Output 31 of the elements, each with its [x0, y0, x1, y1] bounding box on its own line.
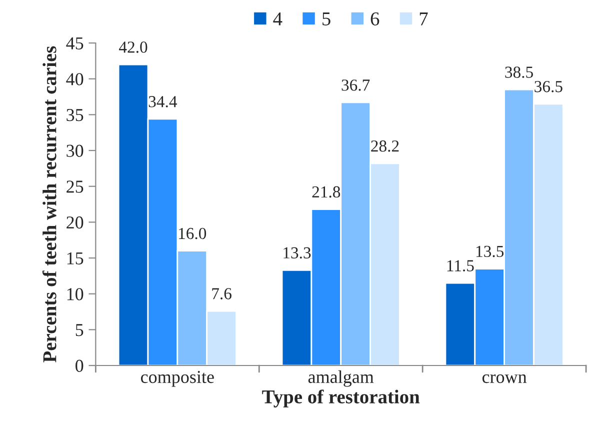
x-axis-title: Type of restoration [262, 390, 420, 408]
y-tick-label: 35 [66, 108, 84, 122]
data-label: 16.0 [179, 228, 206, 240]
y-tick-label: 5 [76, 324, 84, 336]
x-tick-label: crown [482, 374, 527, 384]
data-label: 34.4 [148, 96, 178, 108]
data-label: 21.8 [312, 186, 340, 198]
data-label: 11.5 [447, 260, 474, 272]
data-label: 7.6 [212, 288, 232, 300]
legend-label: 4 [273, 12, 282, 26]
legend-label: 5 [322, 12, 330, 26]
data-label: 13.5 [476, 246, 504, 258]
y-tick-label: 15 [67, 252, 84, 264]
data-label: 42.0 [119, 42, 148, 53]
y-tick-label: 45 [66, 37, 84, 50]
legend-label: 6 [370, 12, 380, 26]
data-label: 36.5 [534, 80, 562, 92]
data-label: 38.5 [505, 66, 533, 78]
y-tick-label: 10 [67, 288, 84, 300]
data-label: 28.2 [371, 140, 399, 152]
y-tick-label: 30 [66, 144, 84, 157]
data-label: 36.7 [342, 80, 370, 91]
y-axis-title: Percents of teeth with recurrent caries [42, 46, 56, 362]
x-tick-label: amalgam [308, 370, 374, 387]
y-tick-label: 0 [76, 360, 84, 372]
y-tick-label: 25 [66, 180, 84, 193]
legend-label: 7 [420, 12, 428, 26]
data-label: 13.3 [284, 247, 311, 259]
y-tick-label: 20 [66, 216, 84, 229]
y-tick-label: 40 [66, 73, 84, 86]
x-tick-label: composite [140, 370, 214, 387]
